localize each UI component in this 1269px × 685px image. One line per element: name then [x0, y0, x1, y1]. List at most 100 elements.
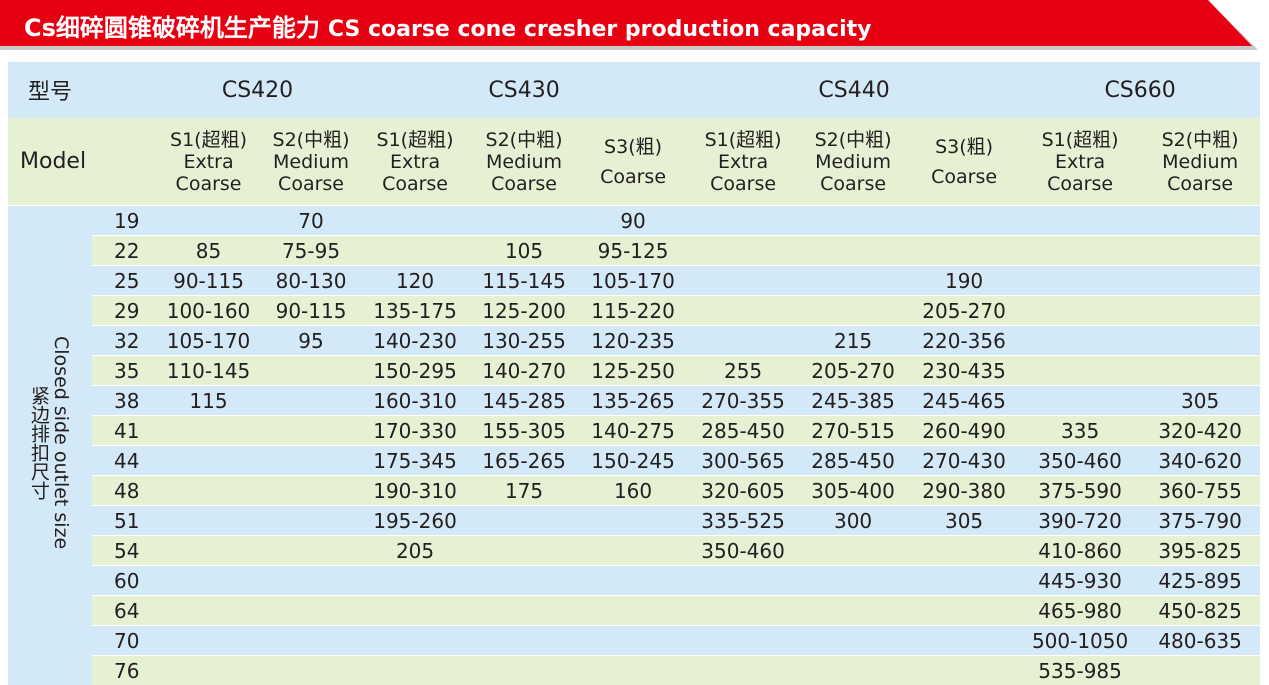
value-cell: 175 — [470, 476, 578, 506]
value-cell: 105 — [470, 236, 578, 266]
value-cell: 145-285 — [470, 386, 578, 416]
empty-cell — [578, 506, 688, 536]
model-label-zh: 型号 — [8, 62, 155, 118]
subheader-line: Extra — [688, 151, 798, 173]
value-cell: 270-515 — [798, 416, 908, 446]
size-cell: 60 — [92, 566, 155, 596]
empty-cell — [908, 236, 1020, 266]
subheader-line: S3(粗) — [908, 136, 1020, 158]
empty-cell — [908, 596, 1020, 626]
empty-cell — [798, 566, 908, 596]
size-cell: 19 — [92, 206, 155, 236]
value-cell: 450-825 — [1140, 596, 1260, 626]
subheader-line: Coarse — [798, 173, 908, 195]
value-cell: 360-755 — [1140, 476, 1260, 506]
subheader-line: Coarse — [688, 173, 798, 195]
value-cell: 190-310 — [360, 476, 470, 506]
value-cell: 95-125 — [578, 236, 688, 266]
value-cell: 290-380 — [908, 476, 1020, 506]
value-cell: 245-385 — [798, 386, 908, 416]
value-cell: 105-170 — [155, 326, 262, 356]
value-cell: 270-355 — [688, 386, 798, 416]
value-cell: 270-430 — [908, 446, 1020, 476]
value-cell: 285-450 — [798, 446, 908, 476]
empty-cell — [262, 476, 360, 506]
empty-cell — [470, 506, 578, 536]
empty-cell — [262, 416, 360, 446]
empty-cell — [1140, 356, 1260, 386]
empty-cell — [688, 296, 798, 326]
value-cell: 375-790 — [1140, 506, 1260, 536]
value-cell: 195-260 — [360, 506, 470, 536]
value-cell: 125-250 — [578, 356, 688, 386]
value-cell: 135-265 — [578, 386, 688, 416]
empty-cell — [1020, 206, 1140, 236]
empty-cell — [155, 626, 262, 656]
value-cell: 260-490 — [908, 416, 1020, 446]
empty-cell — [470, 596, 578, 626]
empty-cell — [1140, 266, 1260, 296]
empty-cell — [798, 206, 908, 236]
value-cell: 230-435 — [908, 356, 1020, 386]
value-cell: 165-265 — [470, 446, 578, 476]
value-cell: 95 — [262, 326, 360, 356]
value-cell: 445-930 — [1020, 566, 1140, 596]
value-cell: 120-235 — [578, 326, 688, 356]
empty-cell — [688, 266, 798, 296]
value-cell: 175-345 — [360, 446, 470, 476]
empty-cell — [155, 506, 262, 536]
empty-cell — [1140, 236, 1260, 266]
empty-cell — [688, 566, 798, 596]
value-cell: 255 — [688, 356, 798, 386]
empty-cell — [798, 596, 908, 626]
value-cell: 390-720 — [1020, 506, 1140, 536]
empty-cell — [360, 656, 470, 685]
value-cell: 215 — [798, 326, 908, 356]
model-label-en: Model — [8, 118, 155, 206]
title-zh: Cs细碎圆锥破碎机生产能力 — [24, 14, 320, 42]
value-cell: 125-200 — [470, 296, 578, 326]
empty-cell — [1140, 296, 1260, 326]
size-cell: 48 — [92, 476, 155, 506]
empty-cell — [470, 206, 578, 236]
size-cell: 64 — [92, 596, 155, 626]
size-cell: 44 — [92, 446, 155, 476]
value-cell: 75-95 — [262, 236, 360, 266]
empty-cell — [908, 206, 1020, 236]
empty-cell — [908, 656, 1020, 685]
empty-cell — [688, 326, 798, 356]
value-cell: 105-170 — [578, 266, 688, 296]
subheader-line: S2(中粗) — [262, 129, 360, 151]
empty-cell — [578, 626, 688, 656]
value-cell: 120 — [360, 266, 470, 296]
value-cell: 375-590 — [1020, 476, 1140, 506]
value-cell: 300 — [798, 506, 908, 536]
subheader-line: Medium — [1140, 151, 1260, 173]
size-cell: 76 — [92, 656, 155, 685]
size-cell: 41 — [92, 416, 155, 446]
value-cell: 150-295 — [360, 356, 470, 386]
subheader-line: Coarse — [1020, 173, 1140, 195]
value-cell: 115 — [155, 386, 262, 416]
subheader-line: S2(中粗) — [798, 129, 908, 151]
empty-cell — [360, 566, 470, 596]
empty-cell — [470, 626, 578, 656]
size-cell: 32 — [92, 326, 155, 356]
value-cell: 245-465 — [908, 386, 1020, 416]
size-cell: 51 — [92, 506, 155, 536]
empty-cell — [578, 536, 688, 566]
